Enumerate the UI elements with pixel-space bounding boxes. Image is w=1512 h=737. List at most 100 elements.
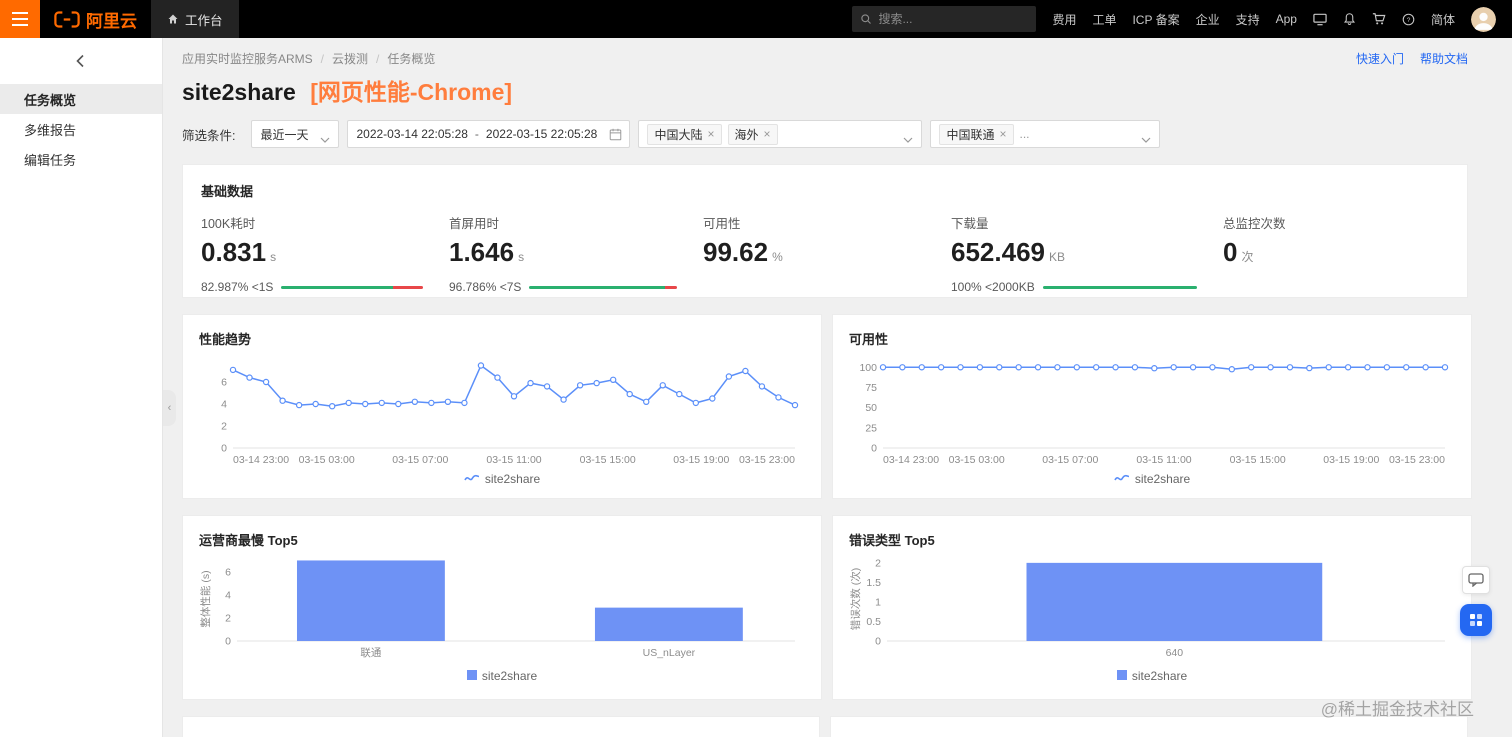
region-tag-mainland[interactable]: 中国大陆 ×	[647, 123, 722, 145]
filter-label: 筛选条件:	[182, 128, 236, 143]
svg-text:联通: 联通	[360, 647, 381, 659]
legend-label: site2share	[1134, 472, 1191, 486]
svg-text:03-15 15:00: 03-15 15:00	[580, 454, 636, 466]
chevron-down-icon	[320, 132, 330, 146]
console-monitor-icon[interactable]	[1313, 13, 1327, 26]
error-top5-card: 错误类型 Top5 错误次数 (次) 0 0.5 1 1.5 2 640 site2shar…	[832, 515, 1472, 700]
svg-text:2: 2	[221, 421, 227, 433]
svg-text:0.5: 0.5	[866, 616, 881, 628]
legend-square-icon	[466, 669, 477, 683]
bell-icon[interactable]	[1343, 12, 1356, 26]
carrier-tag-unicom[interactable]: 中国联通 ×	[939, 123, 1014, 145]
quick-links: 快速入门 帮助文档	[1356, 50, 1468, 67]
date-end-value: 2022-03-15 22:05:28	[485, 127, 598, 141]
svg-text:2: 2	[225, 612, 231, 624]
sidebar-item-edit-task[interactable]: 编辑任务	[24, 152, 77, 168]
svg-text:4: 4	[225, 589, 231, 601]
date-start-value: 2022-03-14 22:05:28	[356, 127, 468, 141]
main-content: 应用实时监控服务ARMS 云拨测 任务概览 快速入门 帮助文档 site2sha…	[163, 38, 1512, 737]
page-title: site2share [网页性能-Chrome]	[182, 79, 1468, 105]
svg-text:03-15 11:00: 03-15 11:00	[486, 454, 541, 466]
date-separator	[468, 127, 486, 141]
sidebar-item-multidim-report[interactable]: 多维报告	[24, 122, 77, 138]
search-input[interactable]	[878, 12, 1029, 26]
metric-download-volume: 下载量 652.469 KB 100% <2000KB	[951, 213, 1223, 294]
locale-switch[interactable]: 简体	[1430, 12, 1455, 27]
metric-unit: s	[518, 250, 525, 264]
time-range-select[interactable]: 最近一天	[251, 120, 340, 148]
feedback-button[interactable]	[1462, 566, 1490, 594]
breadcrumb-item-dial-test[interactable]: 云拨测	[313, 50, 368, 67]
region-tag-overseas[interactable]: 海外 ×	[727, 123, 778, 145]
chart-legend[interactable]: site2share	[849, 669, 1455, 683]
topbar-link-app[interactable]: App	[1275, 12, 1297, 26]
svg-text:0: 0	[225, 636, 231, 648]
topbar-link-icp[interactable]: ICP 备案	[1132, 12, 1180, 27]
date-range-picker[interactable]: 2022-03-14 22:05:28 2022-03-15 22:05:28	[347, 120, 631, 148]
assistant-button[interactable]	[1460, 604, 1492, 636]
workbench-tab[interactable]: 工作台	[151, 0, 239, 38]
svg-text:4: 4	[221, 399, 227, 411]
metric-100k-time: 100K耗时 0.831 s 82.987% <1S	[201, 213, 449, 294]
chart-title: 运营商最慢 Top5	[199, 533, 298, 548]
perf-trend-line-chart: 0 2 4 6 03-14 23:00 03-15 03:00 03-15 07:00 03-…	[199, 350, 805, 471]
metric-label: 可用性	[703, 217, 741, 231]
workbench-label: 工作台	[185, 13, 223, 28]
breadcrumb-row: 应用实时监控服务ARMS 云拨测 任务概览 快速入门 帮助文档	[182, 50, 1468, 67]
legend-label: site2share	[481, 669, 538, 683]
svg-text:100: 100	[859, 362, 877, 374]
topbar-link-billing[interactable]: 费用	[1052, 12, 1077, 27]
svg-text:1: 1	[875, 596, 881, 608]
topbar: 阿里云 工作台 费用 工单 ICP 备案 企业 支持 App ?	[0, 0, 1512, 38]
carrier-top5-bar-chart: 整体性能 (s) 0 2 4 6 联通 US_nLayer	[199, 551, 805, 668]
cutoff-card-left	[182, 716, 820, 737]
carrier-select[interactable]: 中国联通 × ...	[930, 120, 1161, 148]
metric-label: 100K耗时	[201, 217, 256, 231]
aliyun-logo-text: 阿里云	[86, 11, 137, 31]
chat-bubble-icon	[1468, 573, 1484, 587]
close-icon[interactable]: ×	[707, 127, 715, 141]
chart-legend[interactable]: site2share	[849, 472, 1455, 486]
close-icon[interactable]: ×	[999, 127, 1007, 141]
region-select[interactable]: 中国大陆 × 海外 ×	[638, 120, 923, 148]
svg-text:50: 50	[865, 402, 877, 414]
sidebar-back-button[interactable]	[0, 38, 162, 84]
chevron-down-icon	[1141, 132, 1151, 146]
task-type-suffix: [网页性能-Chrome]	[310, 79, 513, 105]
svg-text:03-15 07:00: 03-15 07:00	[392, 454, 448, 466]
cart-icon[interactable]	[1372, 12, 1386, 26]
svg-text:03-15 23:00: 03-15 23:00	[739, 454, 795, 466]
topbar-link-enterprise[interactable]: 企业	[1195, 12, 1220, 27]
help-icon[interactable]: ?	[1402, 13, 1415, 26]
metric-first-screen-time: 首屏用时 1.646 s 96.786% <7S	[449, 213, 703, 294]
metric-label: 首屏用时	[449, 217, 500, 231]
help-doc-link[interactable]: 帮助文档	[1419, 52, 1468, 66]
basic-card-title: 基础数据	[201, 184, 254, 199]
svg-text:03-15 23:00: 03-15 23:00	[1389, 454, 1445, 466]
breadcrumb: 应用实时监控服务ARMS 云拨测 任务概览	[182, 50, 435, 67]
availability-card: 可用性 0 25 50 75 100 03-14 23:00 03-15 03:00 03-1…	[832, 314, 1472, 499]
breadcrumb-item-arms[interactable]: 应用实时监控服务ARMS	[182, 52, 313, 66]
calendar-icon	[609, 128, 622, 144]
chart-legend[interactable]: site2share	[199, 472, 805, 486]
sidebar-collapse-handle[interactable]: ‹	[163, 390, 176, 426]
topbar-link-tickets[interactable]: 工单	[1092, 12, 1117, 27]
metrics-row: 100K耗时 0.831 s 82.987% <1S 首屏用时 1.646 s 96…	[201, 213, 1449, 294]
chart-title: 错误类型 Top5	[849, 533, 935, 548]
svg-text:03-15 07:00: 03-15 07:00	[1042, 454, 1098, 466]
quickstart-link[interactable]: 快速入门	[1355, 52, 1404, 66]
sidebar-item-task-overview[interactable]: 任务概览	[0, 84, 162, 114]
topbar-link-support[interactable]: 支持	[1235, 12, 1260, 27]
aliyun-logo[interactable]: 阿里云	[40, 7, 151, 32]
menu-hamburger-button[interactable]	[0, 0, 40, 38]
grid-icon	[1470, 614, 1482, 626]
bottom-row-cutoff	[182, 716, 1468, 737]
avatar[interactable]	[1471, 6, 1496, 32]
topbar-search[interactable]	[852, 6, 1037, 32]
close-icon[interactable]: ×	[763, 127, 771, 141]
metric-unit: %	[772, 250, 783, 264]
metric-value: 99.62	[703, 237, 769, 267]
sidebar: 任务概览 多维报告 编辑任务	[0, 38, 163, 737]
chart-legend[interactable]: site2share	[199, 669, 805, 683]
